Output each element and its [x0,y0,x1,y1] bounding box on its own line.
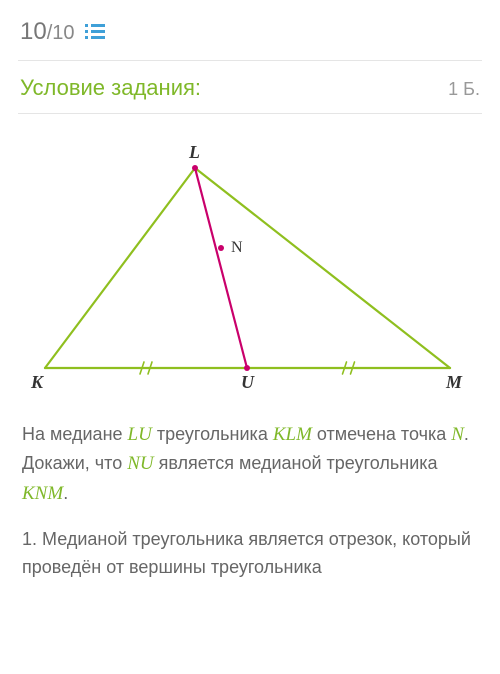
points-label: 1 Б. [448,79,480,100]
math-N: N [451,424,464,445]
progress-total: 10 [52,22,74,44]
list-icon[interactable] [85,24,105,40]
math-KNM: KNM [22,483,63,504]
svg-text:N: N [231,239,243,256]
svg-text:U: U [241,372,255,392]
progress-counter: 10/10 [20,18,75,46]
svg-text:K: K [30,372,45,392]
math-KLM: KLM [273,424,312,445]
text: На медиане [22,424,128,444]
triangle-figure: K L M U N [0,114,500,408]
svg-text:M: M [445,372,463,392]
text: . [63,483,68,503]
problem-text: На медиане LU треугольника KLM отмечена … [0,408,500,508]
step-text: 1. Медианой треугольника является отрезо… [0,508,500,582]
text: является медианой треугольника [154,453,438,473]
condition-label: Условие задания: [20,75,201,101]
math-NU: NU [127,453,153,474]
math-LU: LU [128,424,152,445]
text: отмечена точка [312,424,451,444]
svg-text:L: L [188,142,200,162]
text: треугольника [152,424,273,444]
progress-current: 10 [20,18,47,45]
